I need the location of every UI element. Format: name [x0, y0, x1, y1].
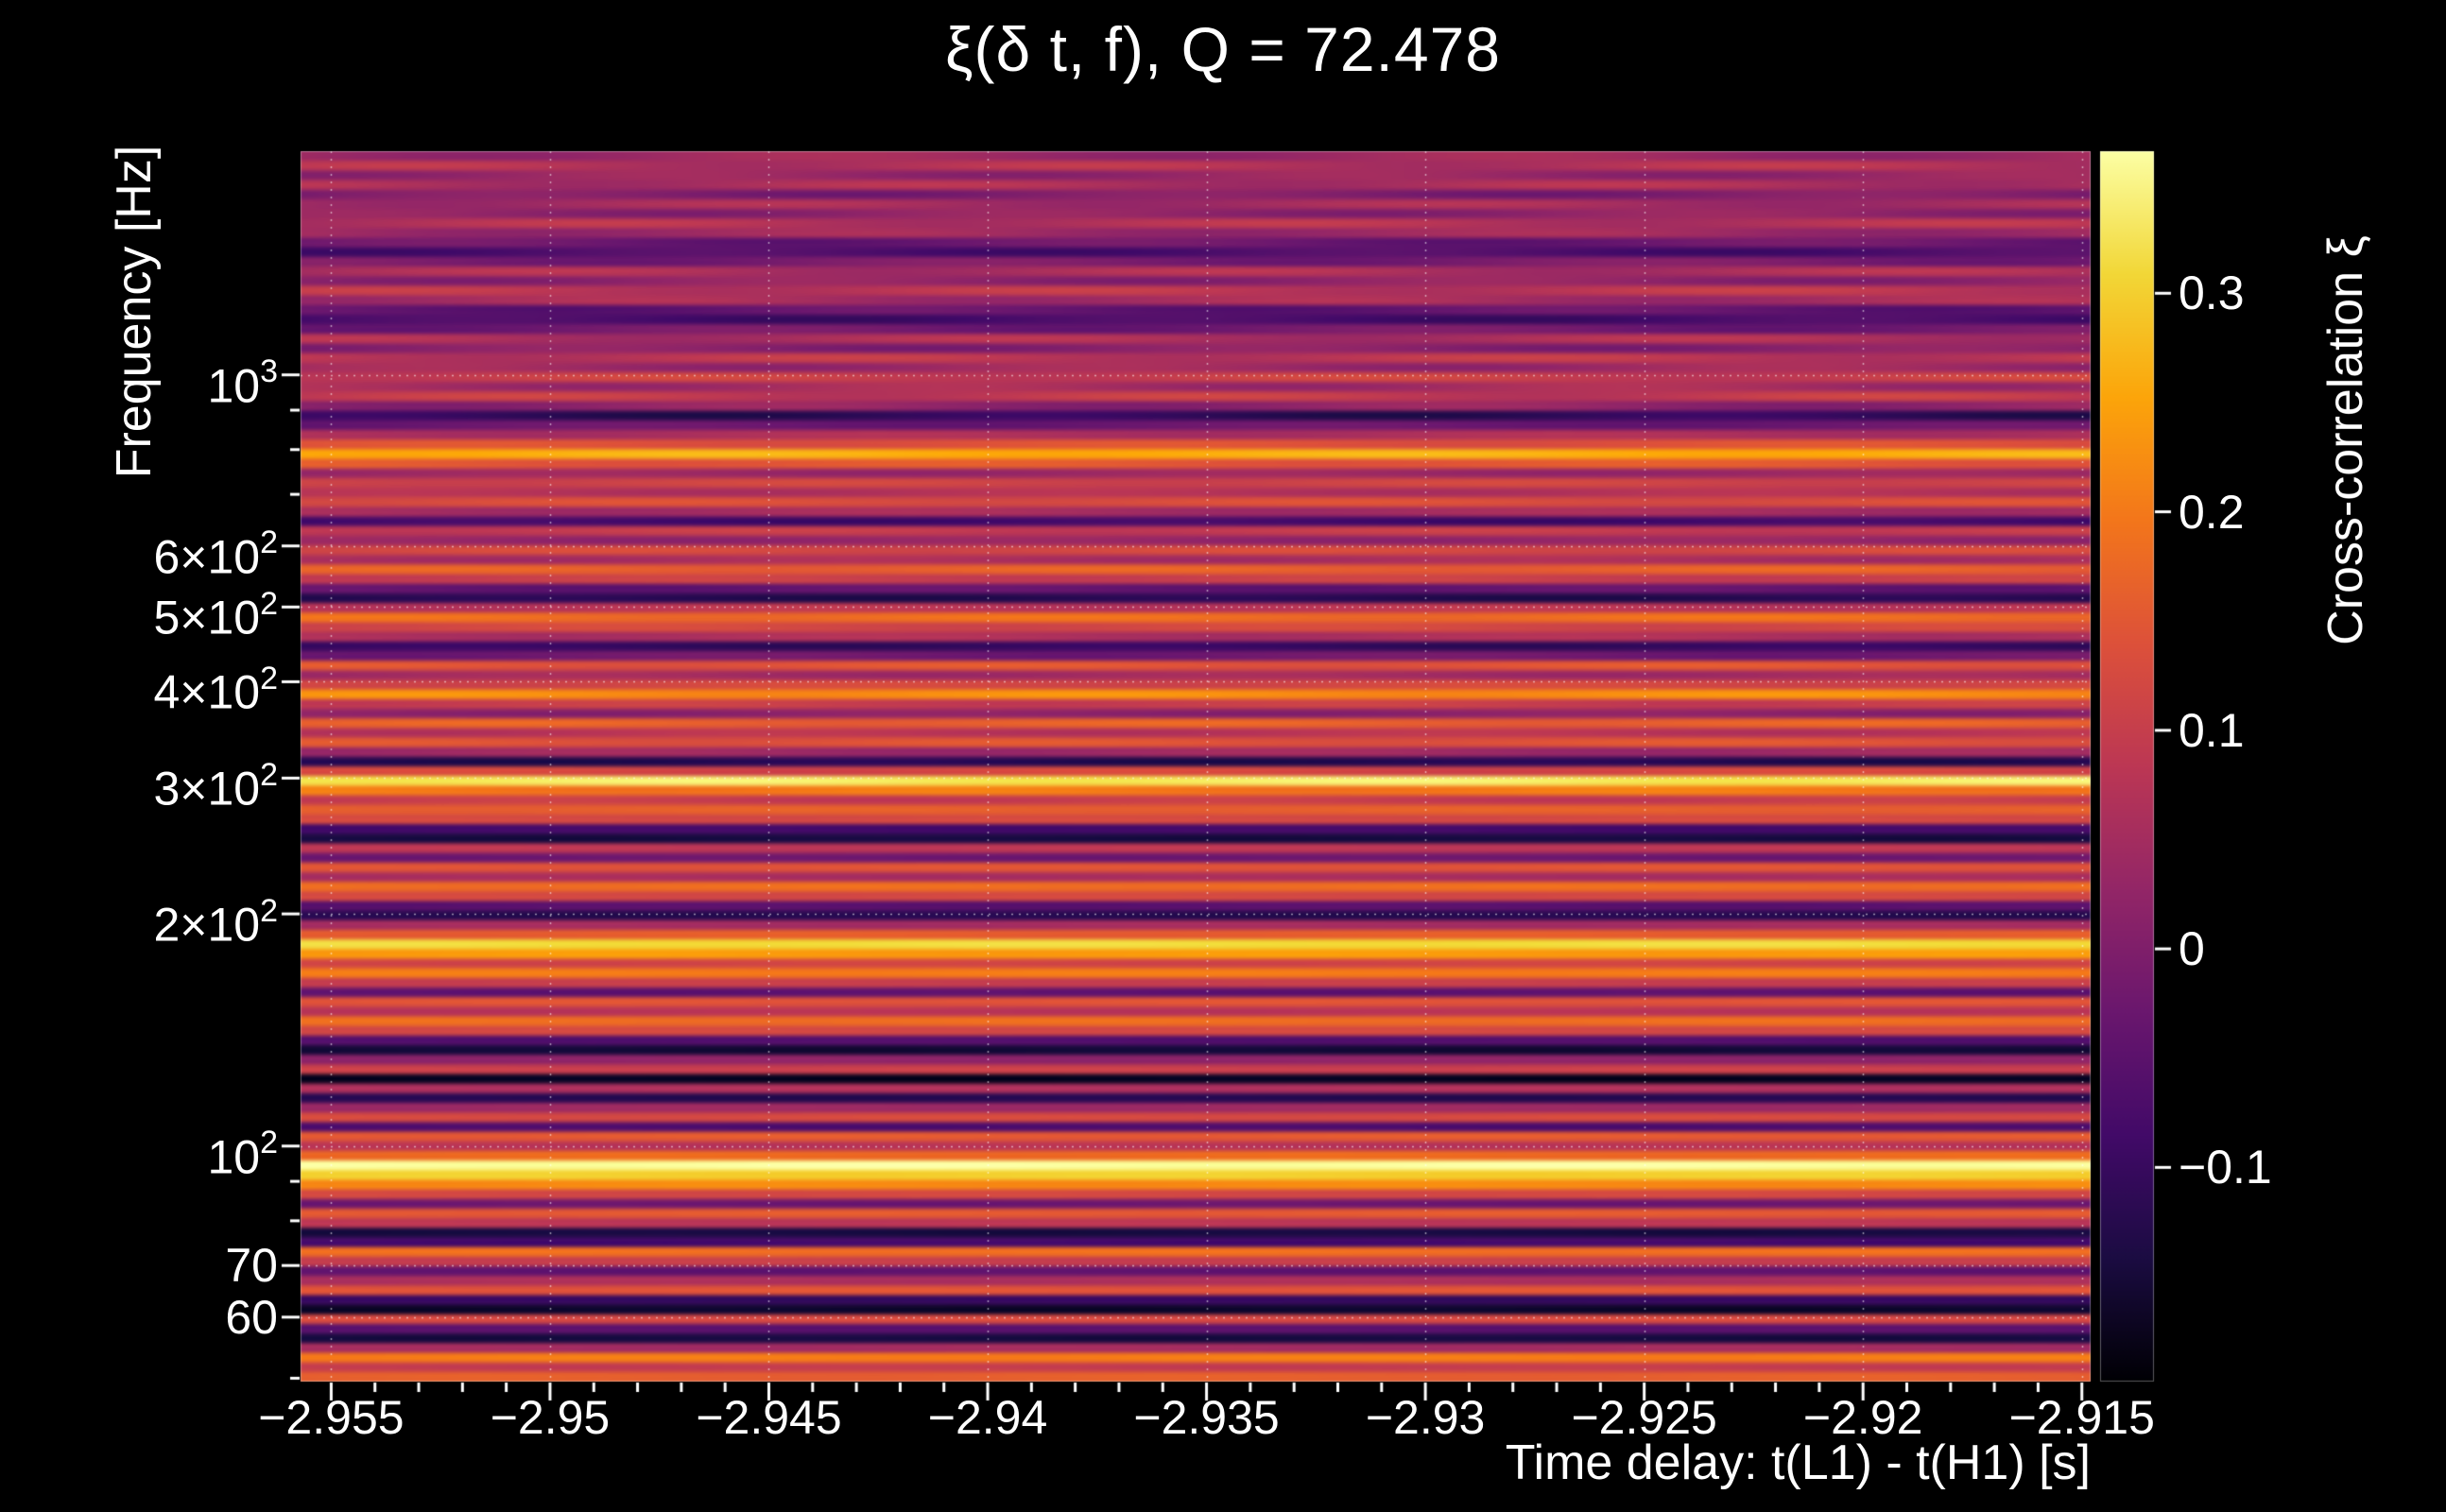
x-tick-label: −2.92	[1802, 1391, 1923, 1444]
y-tick-label: 2×102	[153, 892, 278, 952]
y-tick-label: 6×102	[153, 524, 278, 584]
y-tick-label: 60	[225, 1290, 278, 1344]
y-axis-title: Frequency [Hz]	[107, 145, 162, 479]
y-tick-label: 5×102	[153, 585, 278, 644]
x-tick-label: −2.925	[1571, 1391, 1717, 1444]
y-tick-label: 4×102	[153, 661, 278, 720]
x-tick-label: −2.955	[258, 1391, 405, 1444]
x-tick-label: −2.93	[1365, 1391, 1486, 1444]
colorbar-tick-label: 0.2	[2179, 485, 2245, 539]
colorbar-tick-label: 0.3	[2179, 266, 2245, 320]
chart-title: ξ(δ t, f), Q = 72.478	[944, 14, 1502, 84]
y-tick-label: 70	[225, 1239, 278, 1293]
colorbar-tick-label: 0	[2179, 922, 2205, 976]
colorbar-title: Cross-correlation ξ	[2318, 235, 2373, 645]
x-tick-label: −2.935	[1133, 1391, 1280, 1444]
x-axis-title: Time delay: t(L1) - t(H1) [s]	[1505, 1435, 2091, 1490]
y-tick-label: 103	[207, 353, 278, 413]
colorbar-tick-label: −0.1	[2179, 1141, 2272, 1194]
y-tick-label: 3×102	[153, 757, 278, 816]
y-tick-label: 102	[207, 1125, 278, 1184]
x-tick-label: −2.95	[490, 1391, 611, 1444]
x-tick-label: −2.915	[2008, 1391, 2155, 1444]
x-tick-label: −2.94	[927, 1391, 1048, 1444]
colorbar-tick-label: 0.1	[2179, 703, 2245, 757]
x-tick-label: −2.945	[696, 1391, 842, 1444]
